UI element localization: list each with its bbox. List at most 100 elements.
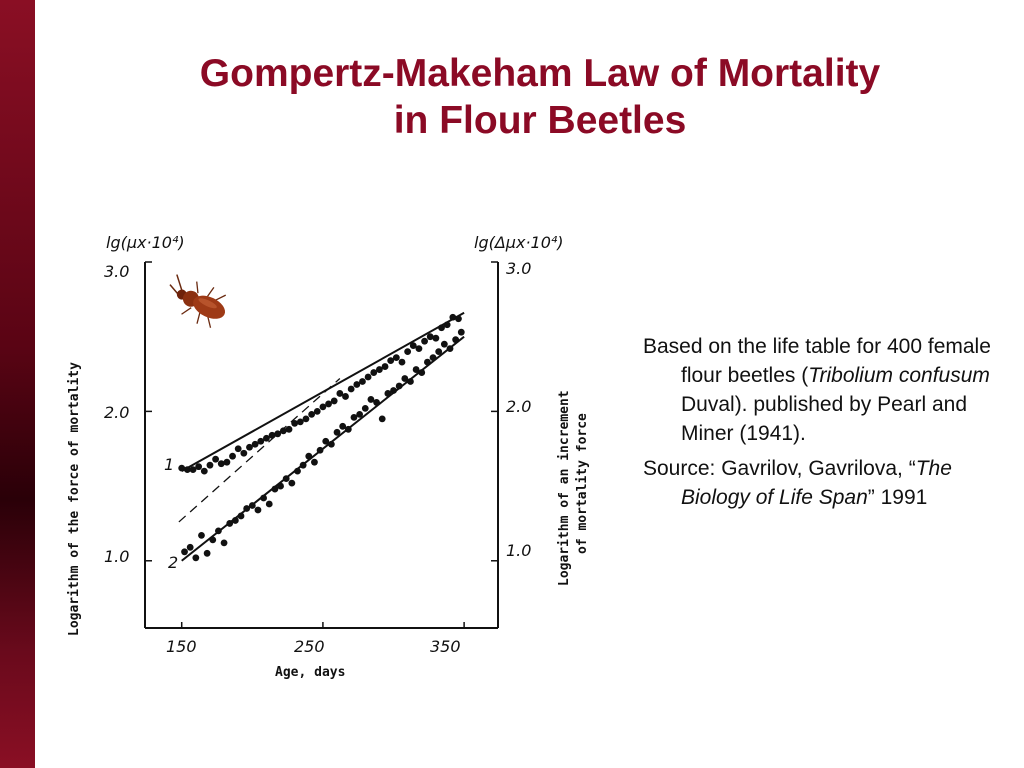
data-point	[254, 506, 262, 514]
data-point	[443, 321, 451, 329]
data-point	[212, 455, 220, 463]
data-point	[367, 396, 375, 403]
data-point	[424, 358, 431, 366]
data-point	[322, 437, 330, 445]
data-point	[457, 328, 465, 336]
data-point	[260, 494, 268, 502]
slide-title: Gompertz-Makeham Law of Mortality in Flo…	[60, 50, 1020, 144]
data-point	[277, 482, 284, 490]
data-point	[387, 357, 395, 364]
data-point	[342, 393, 349, 400]
title-line-2: in Flour Beetles	[393, 99, 687, 142]
data-point	[263, 434, 270, 442]
x-tick-label: 250	[294, 637, 325, 656]
data-point	[446, 345, 454, 353]
data-point	[359, 378, 366, 385]
data-point	[181, 548, 188, 556]
flour-beetle-icon	[169, 274, 227, 328]
x-tick-label: 350	[430, 637, 461, 656]
data-point	[429, 354, 437, 362]
data-point	[336, 390, 344, 397]
data-point	[271, 485, 279, 493]
note-2-text-b: ” 1991	[867, 486, 928, 509]
data-point	[217, 460, 225, 468]
data-point	[231, 517, 239, 524]
y-tick-label-right: 3.0	[506, 259, 531, 278]
data-point	[316, 446, 324, 454]
title-line-1: Gompertz-Makeham Law of Mortality	[199, 52, 881, 95]
mortality-chart: lg(μx·10⁴) lg(Δμx·10⁴) 3.0 2.0 1.0 3.0 2…	[67, 233, 590, 680]
data-point	[384, 390, 392, 397]
data-point	[395, 382, 403, 390]
data-point	[319, 403, 327, 411]
data-point	[438, 324, 445, 332]
data-point	[279, 427, 287, 435]
data-point	[288, 479, 296, 487]
y-axis-title-right-line1: Logarithm of an increment	[557, 390, 572, 586]
plot-area	[145, 261, 498, 628]
data-point	[183, 466, 191, 474]
series-1-fit-line	[181, 311, 465, 473]
note-source: Source: Gavrilov, Gavrilova, “The Biolog…	[643, 454, 993, 512]
data-point	[226, 520, 234, 527]
x-tick-label: 150	[166, 637, 197, 656]
data-point	[409, 342, 417, 350]
data-point	[378, 415, 386, 423]
data-point	[356, 410, 364, 418]
data-point	[192, 554, 200, 562]
data-point	[327, 440, 335, 448]
data-point	[311, 458, 318, 466]
data-point	[257, 437, 265, 445]
y-tick-label-right: 1.0	[506, 541, 531, 560]
data-point	[198, 531, 205, 539]
data-point	[333, 428, 341, 436]
data-point	[305, 452, 313, 460]
data-point	[364, 373, 372, 381]
data-point	[215, 527, 222, 535]
data-point	[398, 358, 406, 366]
data-point	[308, 410, 316, 418]
data-point	[229, 452, 236, 460]
note-2-text-a: Source: Gavrilov, Gavrilova, “	[643, 457, 916, 480]
y-tick-label: 2.0	[104, 403, 129, 422]
data-point	[353, 381, 361, 388]
data-point	[237, 512, 245, 520]
data-point	[412, 366, 420, 373]
data-point	[347, 385, 355, 393]
data-point	[418, 369, 426, 376]
data-point	[350, 413, 358, 421]
data-point	[203, 549, 211, 557]
data-point	[373, 399, 380, 406]
data-point	[189, 466, 197, 474]
y-axis-title: Logarithm of the force of mortality	[67, 362, 82, 636]
data-point	[401, 375, 409, 382]
y-tick-label-right: 2.0	[506, 397, 531, 416]
data-point	[246, 443, 253, 451]
data-point	[370, 369, 378, 376]
data-point	[435, 348, 443, 356]
data-point	[248, 502, 256, 509]
data-point	[282, 475, 290, 483]
data-point	[200, 467, 208, 475]
note-1-text-b: Duval). published by Pearl and Miner (19…	[681, 393, 968, 445]
data-point	[381, 363, 389, 370]
data-point	[415, 345, 423, 353]
data-point	[296, 418, 304, 426]
left-axis-header: lg(μx·10⁴)	[106, 233, 185, 252]
data-point	[361, 405, 369, 412]
right-axis-header: lg(Δμx·10⁴)	[474, 233, 564, 252]
data-point	[223, 458, 231, 466]
note-1-text-a: Based on the life table for 400 female f…	[643, 335, 991, 387]
x-axis-title: Age, days	[275, 665, 345, 680]
data-point	[344, 425, 352, 433]
y-axis-title-right-line2: of mortality force	[575, 413, 590, 554]
series-label-2: 2	[168, 553, 178, 572]
data-point	[404, 348, 412, 356]
data-point	[251, 440, 259, 448]
y-tick-label: 1.0	[104, 547, 129, 566]
data-point	[339, 422, 347, 430]
data-point	[426, 333, 434, 341]
data-point	[421, 337, 428, 345]
data-point	[440, 340, 448, 348]
slide-sidebar-bar	[0, 0, 35, 768]
